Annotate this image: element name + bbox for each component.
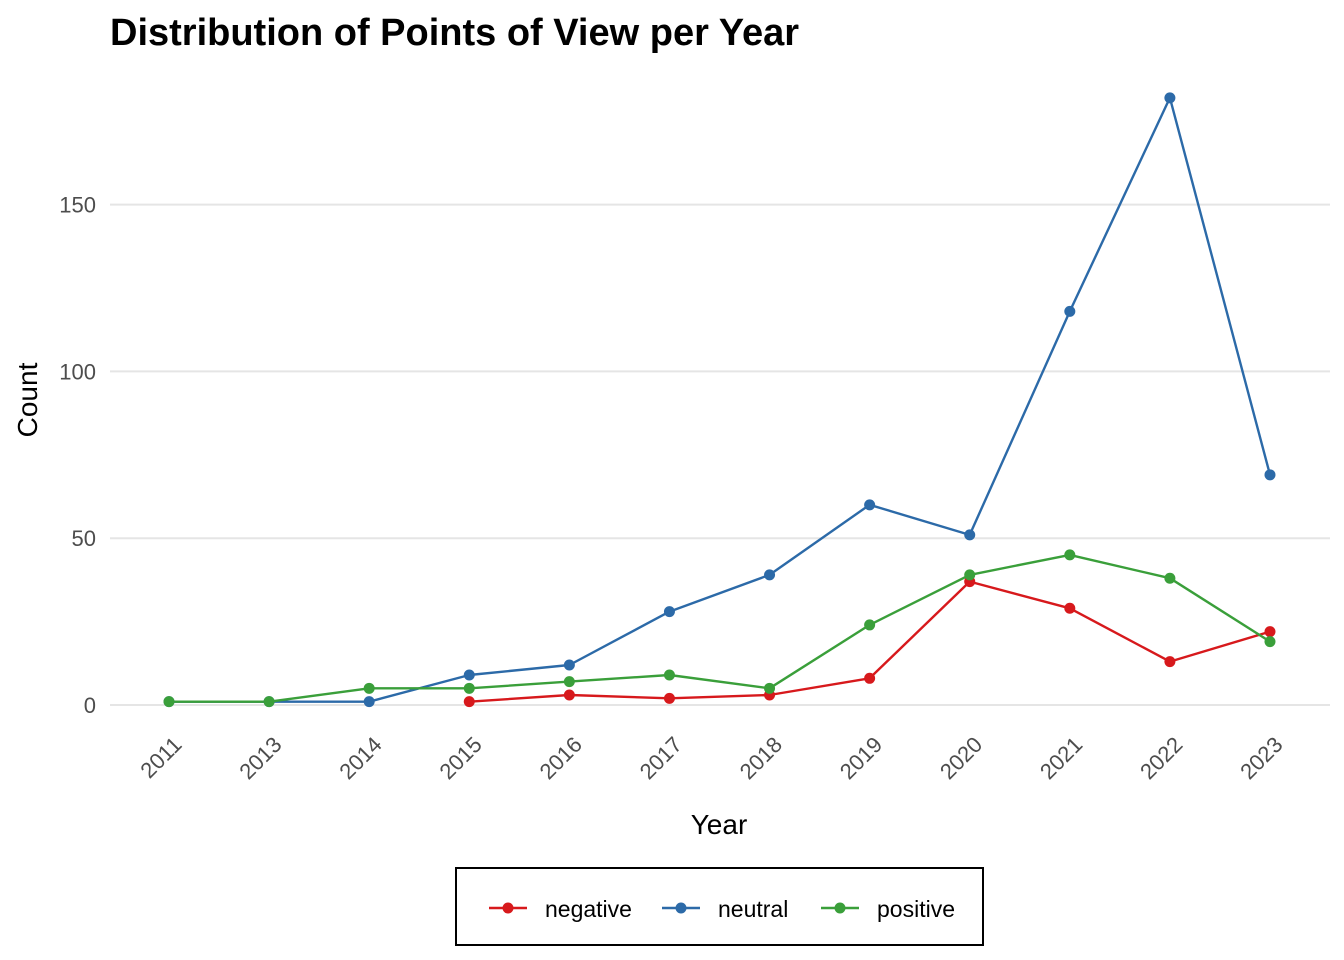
legend-label-positive: positive bbox=[877, 896, 955, 922]
data-point-positive bbox=[563, 676, 575, 688]
x-tick-label: 2017 bbox=[635, 732, 687, 784]
x-axis-title: Year bbox=[691, 809, 748, 840]
x-tick-label: 2021 bbox=[1035, 732, 1087, 784]
y-tick-label: 50 bbox=[72, 526, 96, 551]
data-point-positive bbox=[363, 682, 375, 694]
data-point-positive bbox=[864, 619, 876, 631]
legend: negative neutral positive bbox=[455, 867, 984, 946]
series-lines bbox=[169, 96, 1272, 703]
x-tick-label: 2020 bbox=[935, 732, 987, 784]
legend-box bbox=[455, 867, 984, 946]
gridlines bbox=[110, 203, 1330, 706]
data-point-positive bbox=[163, 696, 175, 708]
data-point-positive bbox=[964, 569, 976, 581]
x-axis-ticks: 2011 2013 2014 2015 2016 2017 2018 2019 2020 2021… bbox=[135, 732, 1287, 784]
series-points bbox=[163, 92, 1276, 708]
data-point-neutral bbox=[864, 499, 876, 511]
legend-label-negative: negative bbox=[545, 896, 632, 922]
data-point-positive bbox=[1164, 572, 1176, 584]
y-tick-label: 100 bbox=[59, 359, 96, 384]
series-line-neutral bbox=[169, 96, 1272, 703]
x-tick-label: 2019 bbox=[835, 732, 887, 784]
data-point-negative bbox=[563, 689, 575, 701]
data-point-neutral bbox=[1164, 92, 1176, 104]
data-point-positive bbox=[764, 682, 776, 694]
data-point-negative bbox=[663, 692, 675, 704]
data-point-negative bbox=[463, 696, 475, 708]
data-point-positive bbox=[1264, 636, 1276, 648]
legend-marker-positive bbox=[834, 902, 846, 914]
data-point-positive bbox=[663, 669, 675, 681]
x-tick-label: 2011 bbox=[135, 732, 186, 783]
data-point-neutral bbox=[964, 529, 976, 541]
x-tick-label: 2023 bbox=[1235, 732, 1287, 784]
data-point-positive bbox=[1064, 549, 1076, 561]
legend-label-neutral: neutral bbox=[718, 896, 788, 922]
legend-marker-negative bbox=[502, 902, 514, 914]
x-tick-label: 2016 bbox=[535, 732, 587, 784]
data-point-neutral bbox=[663, 606, 675, 618]
data-point-neutral bbox=[1064, 305, 1076, 317]
y-axis-ticks: 0 50 100 150 bbox=[59, 193, 96, 718]
data-point-negative bbox=[864, 672, 876, 684]
data-point-negative bbox=[1064, 602, 1076, 614]
data-point-neutral bbox=[463, 669, 475, 681]
data-point-neutral bbox=[363, 696, 375, 708]
y-tick-label: 0 bbox=[84, 693, 96, 718]
chart-title: Distribution of Points of View per Year bbox=[110, 12, 799, 54]
data-point-neutral bbox=[563, 659, 575, 671]
data-point-neutral bbox=[1264, 469, 1276, 481]
data-point-neutral bbox=[764, 569, 776, 581]
y-axis-title: Count bbox=[12, 362, 43, 437]
x-tick-label: 2015 bbox=[435, 732, 487, 784]
data-point-positive bbox=[463, 682, 475, 694]
data-point-negative bbox=[1264, 626, 1276, 638]
y-tick-label: 150 bbox=[59, 193, 96, 218]
legend-marker-neutral bbox=[675, 902, 687, 914]
x-tick-label: 2018 bbox=[735, 732, 787, 784]
x-tick-label: 2022 bbox=[1135, 732, 1187, 784]
x-tick-label: 2014 bbox=[334, 732, 386, 784]
data-point-positive bbox=[263, 696, 275, 708]
data-point-negative bbox=[1164, 656, 1176, 668]
series-line-positive bbox=[169, 553, 1271, 703]
x-tick-label: 2013 bbox=[234, 732, 286, 784]
